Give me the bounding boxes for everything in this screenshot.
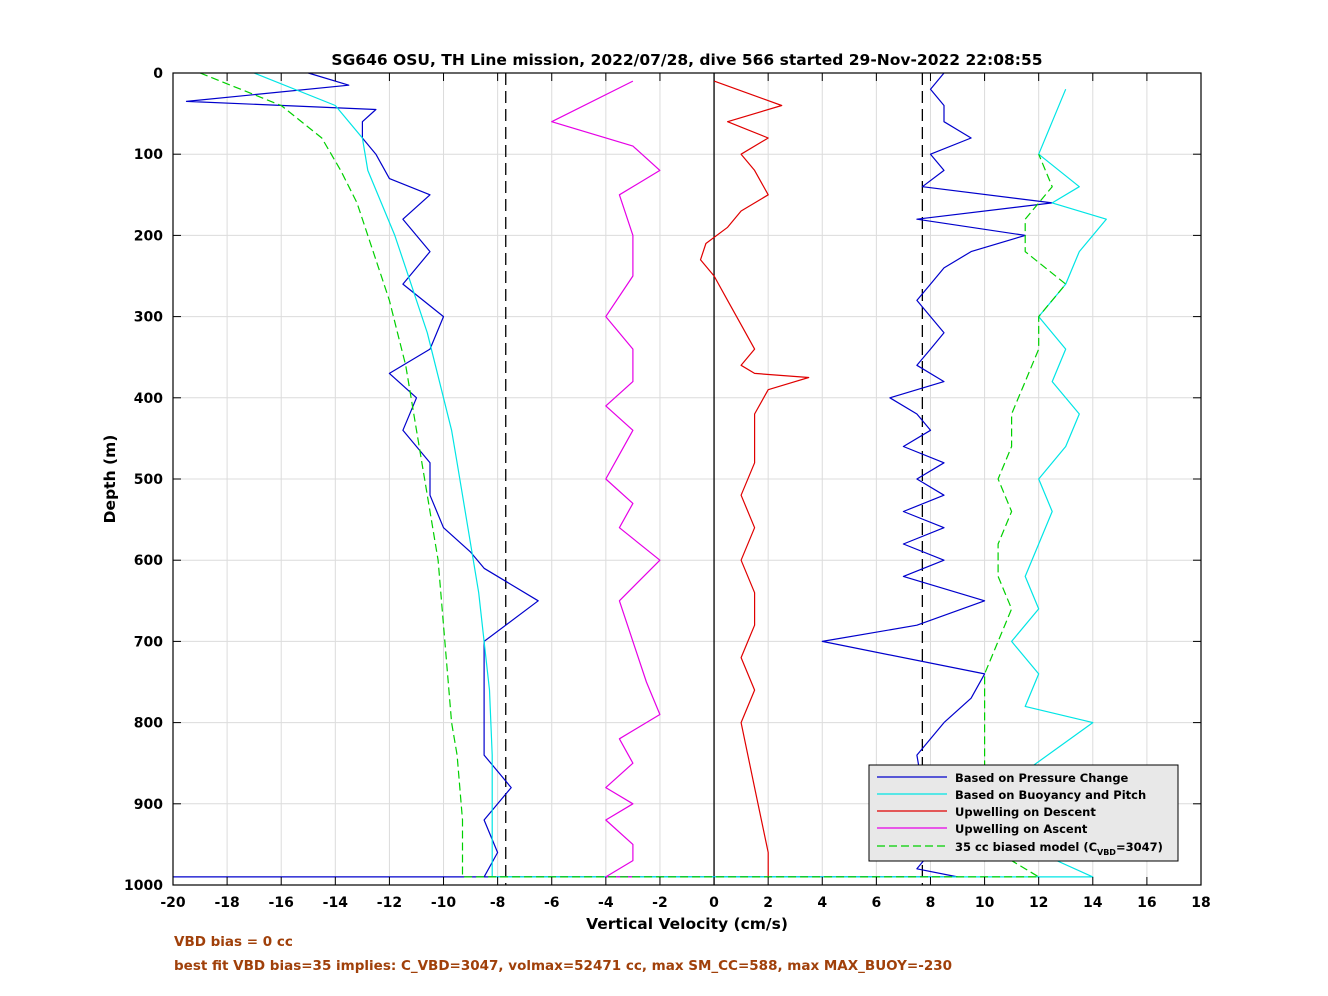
y-tick-label: 0: [153, 66, 163, 82]
x-tick-label: -6: [544, 895, 560, 911]
x-tick-label: -8: [490, 895, 506, 911]
x-tick-label: 4: [817, 895, 827, 911]
best-fit-note: best fit VBD bias=35 implies: C_VBD=3047…: [174, 958, 953, 974]
y-tick-labels: 0 100 200 300 400 500 600 700 800 900 1000: [124, 66, 163, 894]
y-tick-label: 200: [134, 228, 163, 244]
x-tick-label: 12: [1029, 895, 1048, 911]
x-tick-label: -12: [377, 895, 402, 911]
y-tick-label: 400: [134, 391, 163, 407]
x-tick-label: -4: [598, 895, 614, 911]
x-tick-label: 2: [763, 895, 773, 911]
y-tick-label: 1000: [124, 878, 163, 894]
legend-label-descent: Upwelling on Descent: [955, 805, 1096, 819]
y-tick-label: 500: [134, 472, 163, 488]
descent-upwelling-line: [699, 80, 810, 877]
ascent-upwelling-line: [551, 80, 661, 878]
pressure-change-line: [172, 72, 1053, 878]
legend-box: [868, 764, 1179, 862]
x-tick-labels: -20 -18 -16 -14 -12 -10 -8 -6 -4 -2 0 2 4 6 8 10 12 14 16 1…: [160, 895, 1210, 911]
x-tick-label: 0: [709, 895, 719, 911]
legend-label-buoyancy: Based on Buoyancy and Pitch: [955, 788, 1146, 802]
x-tick-label: 10: [975, 895, 995, 911]
x-tick-label: -18: [214, 895, 239, 911]
reference-lines: [505, 73, 924, 885]
ticks: [172, 72, 1202, 886]
legend-label-pressure: Based on Pressure Change: [955, 771, 1129, 785]
grid: [172, 72, 1202, 886]
vbd-bias-note: VBD bias = 0 cc: [174, 934, 293, 950]
y-tick-label: 800: [134, 716, 163, 732]
y-tick-label: 300: [134, 310, 163, 326]
series-lines: [172, 72, 1107, 878]
legend-label-model: 35 cc biased model (CVBD=3047): [955, 840, 1163, 857]
x-tick-label: 16: [1137, 895, 1156, 911]
y-tick-label: 900: [134, 797, 163, 813]
chart-title: SG646 OSU, TH Line mission, 2022/07/28, …: [331, 51, 1042, 69]
x-tick-label: -16: [269, 895, 294, 911]
legend: Based on Pressure Change Based on Buoyan…: [868, 764, 1179, 862]
biased-model-line: [199, 72, 1067, 878]
y-tick-label: 700: [134, 634, 163, 650]
x-tick-label: 8: [926, 895, 936, 911]
x-tick-label: 6: [871, 895, 881, 911]
y-tick-label: 100: [134, 147, 163, 163]
y-axis-label: Depth (m): [101, 435, 119, 524]
y-tick-label: 600: [134, 553, 163, 569]
x-tick-label: -14: [323, 895, 349, 911]
x-axis-label: Vertical Velocity (cm/s): [586, 915, 788, 933]
legend-label-ascent: Upwelling on Ascent: [955, 822, 1088, 836]
x-tick-label: 18: [1191, 895, 1210, 911]
x-tick-label: -2: [652, 895, 668, 911]
x-tick-label: 14: [1083, 895, 1103, 911]
x-tick-label: -20: [160, 895, 186, 911]
x-tick-label: -10: [431, 895, 457, 911]
